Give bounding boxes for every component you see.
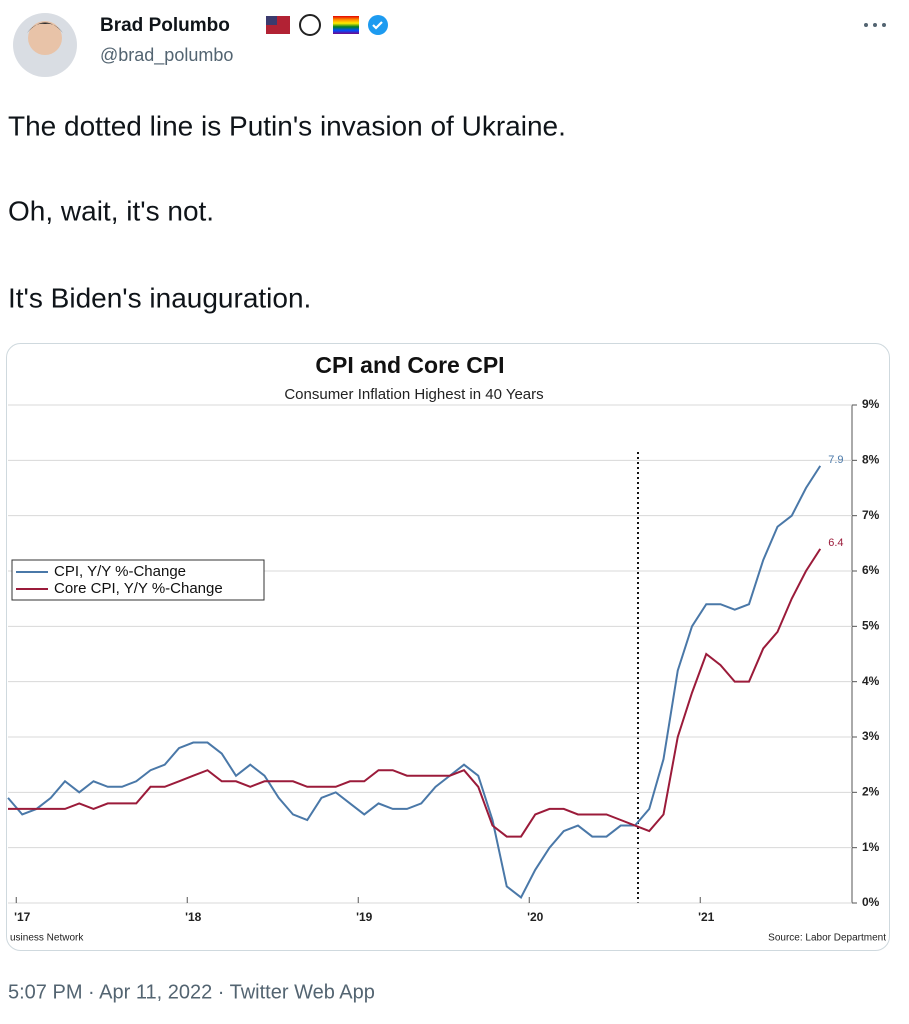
rainbow-emoji — [333, 16, 359, 34]
ball-emoji — [299, 14, 321, 36]
tweet-text: Oh, wait, it's not. — [8, 195, 214, 226]
data-label: 7.9 — [828, 454, 843, 466]
verified-check — [372, 21, 383, 30]
legend-label: CPI, Y/Y %-Change — [54, 563, 186, 580]
y-tick-label: 9% — [862, 397, 880, 411]
legend-label: Core CPI, Y/Y %-Change — [54, 580, 223, 597]
author-name[interactable]: Brad Polumbo — [100, 15, 230, 36]
flag-emoji-canton — [266, 16, 277, 25]
x-tick-label: '18 — [185, 910, 202, 924]
y-tick-label: 1% — [862, 840, 880, 854]
avatar-face — [28, 21, 62, 55]
y-tick-label: 3% — [862, 729, 880, 743]
x-tick-label: '17 — [14, 910, 31, 924]
series-line — [7, 465, 822, 899]
chart-credit: usiness Network — [10, 933, 84, 944]
y-tick-label: 7% — [862, 508, 880, 522]
y-tick-label: 5% — [862, 619, 880, 633]
media-frame[interactable] — [6, 343, 890, 951]
x-tick-label: '19 — [356, 910, 373, 924]
x-tick-label: '20 — [527, 910, 544, 924]
timestamp[interactable]: 5:07 PM · Apr 11, 2022 · Twitter Web App — [8, 981, 375, 1003]
data-label: 6.4 — [828, 537, 843, 549]
legend-box — [11, 559, 265, 601]
series-line — [8, 548, 822, 838]
y-tick-label: 8% — [862, 453, 880, 467]
more-menu[interactable] — [864, 23, 886, 27]
avatar-hair — [27, 22, 63, 33]
y-tick-label: 2% — [862, 785, 880, 799]
chart-source: Source: Labor Department — [768, 933, 886, 944]
tweet-text: It's Biden's inauguration. — [8, 282, 311, 313]
chart-title: CPI and Core CPI — [315, 352, 504, 378]
tweet-text: The dotted line is Putin's invasion of U… — [8, 110, 566, 141]
y-tick-label: 4% — [862, 674, 880, 688]
chart-subtitle: Consumer Inflation Highest in 40 Years — [284, 386, 543, 403]
author-handle[interactable]: @brad_polumbo — [100, 45, 233, 66]
y-tick-label: 6% — [862, 563, 880, 577]
x-tick-label: '21 — [698, 910, 715, 924]
y-tick-label: 0% — [862, 895, 880, 909]
